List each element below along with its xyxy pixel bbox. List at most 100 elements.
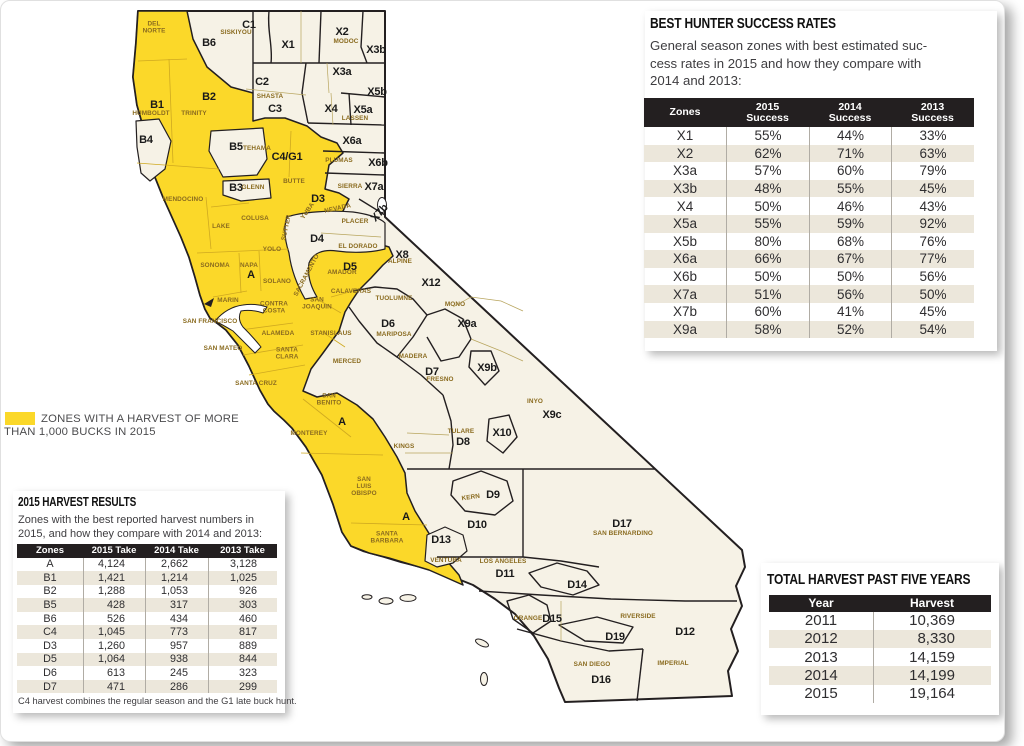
county-label: NAPA: [240, 262, 258, 269]
zone-label: D15: [542, 613, 562, 625]
zone-label: D14: [567, 579, 588, 591]
county-label: YOLO: [263, 246, 282, 253]
table-row: B5 428 317 303: [17, 598, 277, 612]
zone-label: X6b: [368, 157, 388, 169]
zone-b4-pocket: [135, 118, 172, 182]
zone-label: X7a: [365, 181, 385, 193]
zone-label: D16: [591, 674, 611, 686]
table-row: X7b 60% 41% 45%: [644, 302, 974, 321]
zone-label: D7: [425, 366, 439, 378]
zone-label: X9a: [458, 318, 478, 330]
county-label: SAN MATEO: [204, 345, 243, 352]
zone-label: C2: [255, 76, 269, 88]
county-label: CALAVERAS: [331, 288, 372, 295]
zone-label: D5: [343, 261, 357, 273]
total-table: Year Harvest 2011 10,369 2012 8,330 2013 14,159…: [769, 595, 991, 703]
table-row: X4 50% 46% 43%: [644, 197, 974, 215]
table-row: X2 62% 71% 63%: [644, 144, 974, 163]
county-label: MARIPOSA: [376, 331, 412, 338]
zone-label: X3a: [333, 66, 353, 78]
county-label: SOLANO: [263, 278, 291, 285]
table-row: X7a 51% 56% 50%: [644, 285, 974, 303]
county-label: SAN FRANCISCO: [183, 318, 238, 325]
table-row: D3 1,260 957 889: [17, 639, 277, 653]
county-label: GLENN: [242, 184, 265, 191]
county-label: TEHAMA: [243, 145, 271, 152]
zone-label: B2: [202, 91, 216, 103]
zone-label: X10: [493, 427, 512, 439]
zone-label: A: [247, 269, 255, 281]
harvest-title: 2015 HARVEST RESULTS: [18, 495, 137, 509]
zone-label: D4: [310, 233, 325, 245]
zone-label: X6a: [343, 135, 363, 147]
zone-label: D17: [612, 518, 632, 530]
county-label: HUMBOLDT: [132, 110, 169, 117]
county-label: SANTA BARBARA: [370, 531, 403, 545]
total-title: TOTAL HARVEST PAST FIVE YEARS: [767, 571, 971, 588]
zone-label: X4: [324, 103, 338, 115]
island: [480, 672, 488, 686]
island: [399, 594, 417, 602]
county-label: MODOC: [334, 38, 359, 45]
county-label: KERN: [461, 493, 481, 503]
zone-label: B1: [150, 99, 164, 111]
county-label: LAKE: [212, 223, 230, 230]
county-label: MONTEREY: [290, 430, 328, 437]
zone-label: D19: [605, 631, 625, 643]
zone-label: X5a: [354, 104, 374, 116]
zone-label: X9c: [543, 409, 562, 421]
table-row: X6a 66% 67% 77%: [644, 250, 974, 268]
county-label: MARIN: [217, 297, 239, 304]
table-row: C4 1,045 773 817: [17, 625, 277, 640]
lake-tahoe: [377, 197, 387, 213]
pt-reyes: [204, 298, 214, 307]
county-label: VENTURA: [430, 557, 462, 564]
zone-label: B4: [139, 134, 154, 146]
table-row: D7 471 286 299: [17, 679, 277, 694]
zone-label: D9: [486, 489, 500, 501]
zone-d4-pocket: [284, 210, 386, 300]
zone-label: C4/G1: [272, 151, 303, 163]
table-row: B2 1,288 1,053 926: [17, 584, 277, 599]
county-label: SISKIYOU: [220, 29, 252, 36]
harvest-table: Zones 2015 Take 2014 Take 2013 Take A 4,124 2,…: [17, 544, 277, 694]
harvest-intro: Zones with the best reported harvest num…: [18, 514, 263, 541]
table-row: 2013 14,159: [769, 648, 991, 667]
county-label: LASSEN: [342, 115, 369, 122]
county-label: PLACER: [342, 218, 369, 225]
county-label: SAN JOAQUIN: [302, 297, 332, 311]
legend-swatch: [5, 412, 35, 425]
zone-label: X1: [281, 39, 294, 51]
success-intro: General season zones with best estimated…: [650, 38, 928, 89]
zone-label: D3: [311, 193, 325, 205]
county-label: KINGS: [394, 443, 415, 450]
county-label: SONOMA: [200, 262, 230, 269]
zone-label: D10: [467, 519, 487, 531]
sf-bay: [214, 303, 268, 354]
zone-label: A: [338, 416, 346, 428]
zone-label: D13: [431, 534, 451, 546]
california-map: DEL NORTE SISKIYOU MODOC SHASTA HUMBOLDT TRINI…: [132, 10, 746, 703]
zone-label: C3: [268, 103, 282, 115]
zone-label: B3: [229, 182, 243, 194]
island: [475, 638, 489, 648]
table-header: Year Harvest: [769, 595, 991, 612]
table-row: 2014 14,199: [769, 666, 991, 685]
infographic-page: DEL NORTE SISKIYOU MODOC SHASTA HUMBOLDT TRINI…: [0, 0, 1005, 742]
county-label: PLUMAS: [325, 157, 353, 164]
zone-b5-pocket: [208, 127, 268, 178]
county-label: MENDOCINO: [163, 196, 204, 203]
county-label: MONO: [445, 301, 465, 308]
county-label: SANTA CLARA: [276, 347, 299, 361]
zone-label: X12: [422, 277, 441, 289]
zone-b3-pocket: [222, 178, 272, 202]
harvest-footnote: C4 harvest combines the regular season a…: [18, 696, 297, 706]
zone-label: D12: [675, 626, 695, 638]
county-label: IMPERIAL: [657, 660, 688, 667]
table-row: B1 1,421 1,214 1,025: [17, 571, 277, 585]
table-row: D6 613 245 323: [17, 666, 277, 680]
county-label: SANTA CRUZ: [235, 380, 277, 387]
county-label: AMADOR: [327, 269, 357, 276]
table-row: X1 55% 44% 33%: [644, 127, 974, 145]
county-label: LOS ANGELES: [480, 558, 527, 565]
